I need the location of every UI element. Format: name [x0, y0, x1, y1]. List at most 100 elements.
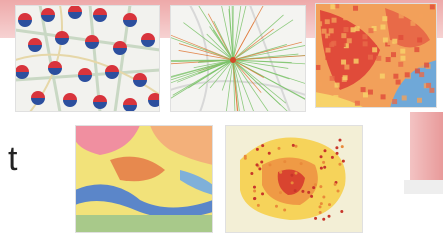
heat-cell — [343, 15, 348, 20]
marker — [28, 38, 42, 52]
marker — [85, 35, 99, 49]
thumbnail-markers — [15, 5, 162, 112]
heat-cell — [419, 13, 424, 18]
slide: t — [0, 0, 443, 240]
heat-cell — [382, 16, 387, 21]
heat-cell — [419, 72, 424, 77]
marker — [48, 61, 62, 75]
density-dot — [268, 163, 271, 166]
density-dot — [310, 195, 313, 198]
heat-cell — [322, 29, 327, 34]
density-dot — [295, 145, 298, 148]
heat-cell — [386, 57, 391, 62]
density-dot — [338, 163, 341, 166]
heat-cell — [414, 47, 419, 52]
heat-cell — [393, 74, 398, 79]
heat-cell — [415, 68, 420, 73]
heat-cell — [363, 92, 368, 97]
density-dot — [253, 186, 256, 189]
heat-cell — [341, 60, 346, 65]
thumbnail-heatmap — [315, 3, 437, 108]
density-dot — [307, 191, 310, 194]
heat-cell — [417, 98, 422, 103]
density-dot — [322, 161, 325, 164]
heat-cell — [344, 65, 349, 70]
heat-cell — [376, 56, 381, 61]
heat-cell — [332, 18, 337, 23]
marker — [78, 68, 92, 82]
density-dot — [283, 160, 286, 163]
heat-cell — [392, 39, 397, 44]
heat-cell — [368, 28, 373, 33]
density-dot — [275, 205, 278, 208]
heat-cell — [398, 35, 403, 40]
marker — [113, 41, 127, 55]
marker — [123, 13, 137, 27]
density-dot — [320, 155, 323, 158]
density-dot — [322, 196, 325, 199]
heat-cell — [380, 25, 385, 30]
density-dot — [341, 145, 344, 148]
density-dot — [334, 183, 337, 186]
density-dot — [328, 215, 331, 218]
heat-cell — [405, 72, 410, 77]
heat-cell — [363, 41, 368, 46]
density-dot — [279, 191, 282, 194]
density-dot — [319, 211, 322, 214]
heat-cell — [419, 63, 424, 68]
density-dot — [319, 205, 322, 208]
heat-cell — [392, 99, 397, 104]
density-dot — [323, 149, 326, 152]
density-dot — [256, 148, 259, 151]
heat-cell — [325, 24, 330, 29]
density-dot — [258, 167, 261, 170]
density-dot — [312, 186, 315, 189]
heat-cell — [343, 8, 348, 13]
page: t — [0, 0, 443, 240]
density-dot — [260, 161, 263, 164]
heat-cell — [343, 75, 348, 80]
heat-cell — [417, 37, 422, 42]
heat-cell — [330, 4, 335, 9]
heat-cell — [325, 19, 330, 24]
heat-cell — [315, 101, 320, 106]
heat-cell — [398, 62, 403, 67]
marker — [93, 8, 107, 22]
heat-cell — [430, 4, 435, 9]
density-dot — [291, 181, 294, 184]
density-dot — [314, 183, 317, 186]
heat-cell — [351, 27, 356, 32]
heat-cell — [426, 83, 431, 88]
side-shadow — [404, 180, 443, 194]
heat-cell — [347, 38, 352, 43]
heat-cell — [396, 80, 401, 85]
thumbnail-regions — [75, 125, 213, 233]
density-dot — [253, 189, 256, 192]
heat-cell — [341, 33, 346, 38]
heat-cell — [400, 49, 405, 54]
marker — [18, 13, 32, 27]
heat-cell — [424, 63, 429, 68]
marker — [68, 5, 82, 19]
marker — [133, 73, 147, 87]
marker — [31, 91, 45, 105]
heat-cell — [368, 55, 373, 60]
density-dot — [331, 156, 334, 159]
heat-cell — [331, 41, 336, 46]
heat-cell — [317, 82, 322, 87]
density-dot — [337, 189, 340, 192]
density-dot — [268, 152, 271, 155]
density-dot — [328, 203, 331, 206]
heat-cell — [341, 42, 346, 47]
heat-cell — [354, 59, 359, 64]
heat-cell — [388, 40, 393, 45]
density-dot — [335, 146, 338, 149]
heat-cell — [372, 47, 377, 52]
density-dot — [279, 171, 282, 174]
density-dot — [292, 144, 295, 147]
density-dot — [340, 210, 343, 213]
heat-cell — [326, 48, 331, 53]
density-dot — [250, 172, 253, 175]
marker — [93, 95, 107, 109]
density-dot — [320, 202, 323, 205]
